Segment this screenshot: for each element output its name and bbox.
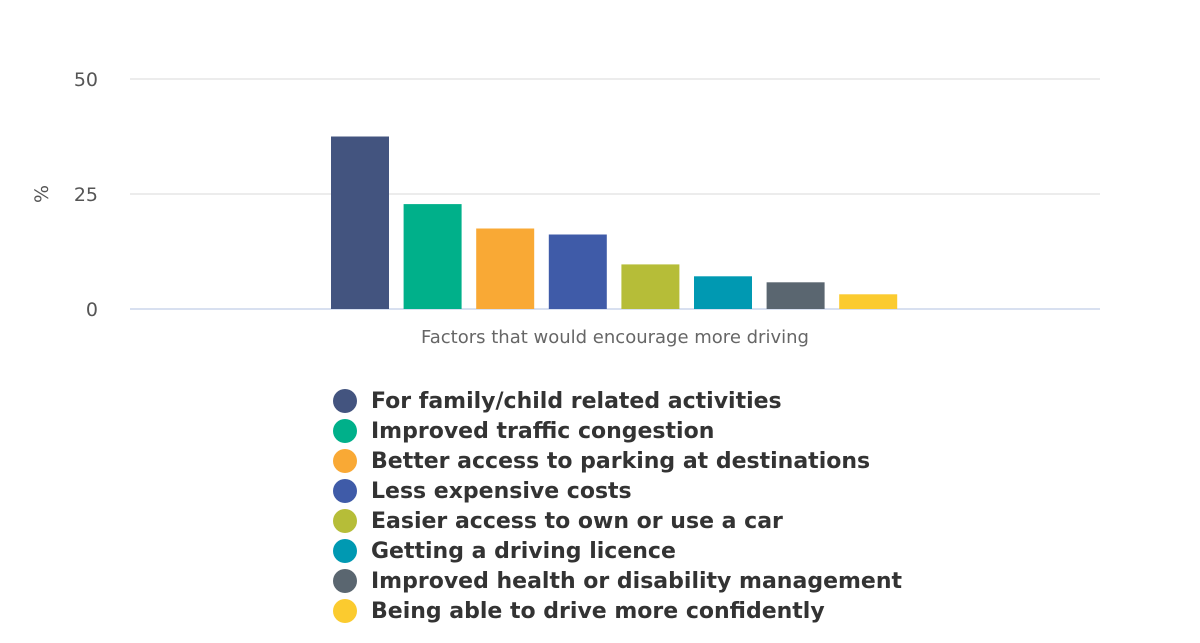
grid-lines <box>130 78 1100 310</box>
y-tick-label: 0 <box>86 299 98 321</box>
bar-3[interactable] <box>476 228 535 310</box>
legend-label: Less expensive costs <box>371 478 632 504</box>
bar-6[interactable] <box>694 276 752 309</box>
legend-item[interactable]: Better access to parking at destinations <box>333 446 902 476</box>
legend-item[interactable]: Improved health or disability management <box>333 566 902 596</box>
legend-label: Better access to parking at destinations <box>371 448 871 474</box>
legend-swatch-icon <box>333 479 357 503</box>
legend-label: Improved traffic congestion <box>371 418 715 444</box>
legend-swatch-icon <box>333 509 357 533</box>
legend-label: For family/child related activities <box>371 388 782 414</box>
bar-5[interactable] <box>621 264 680 309</box>
bar-7[interactable] <box>766 282 825 309</box>
y-tick-label: 25 <box>74 184 98 206</box>
bar-chart: 0 25 50 % Factors that would encourage mor… <box>31 69 1100 348</box>
y-axis-title: % <box>31 185 53 203</box>
legend-label: Being able to drive more confidently <box>371 598 825 624</box>
legend-item[interactable]: Less expensive costs <box>333 476 902 506</box>
legend: For family/child related activities Impro… <box>333 386 902 626</box>
bar-4[interactable] <box>548 234 607 310</box>
bar-8[interactable] <box>839 294 898 309</box>
legend-item[interactable]: Improved traffic congestion <box>333 416 902 446</box>
legend-label: Easier access to own or use a car <box>371 508 783 534</box>
legend-swatch-icon <box>333 389 357 413</box>
legend-swatch-icon <box>333 599 357 623</box>
legend-item[interactable]: Being able to drive more confidently <box>333 596 902 626</box>
y-tick-label: 50 <box>74 69 98 91</box>
legend-swatch-icon <box>333 569 357 593</box>
legend-item[interactable]: For family/child related activities <box>333 386 902 416</box>
legend-swatch-icon <box>333 419 357 443</box>
x-axis-category-label: Factors that would encourage more drivin… <box>421 327 809 348</box>
legend-swatch-icon <box>333 449 357 473</box>
legend-label: Getting a driving licence <box>371 538 676 564</box>
y-tick-labels: 0 25 50 <box>74 69 98 321</box>
legend-label: Improved health or disability management <box>371 568 903 594</box>
bar-2[interactable] <box>403 204 462 309</box>
legend-item[interactable]: Easier access to own or use a car <box>333 506 902 536</box>
legend-swatch-icon <box>333 539 357 563</box>
bar-1[interactable] <box>331 136 389 310</box>
legend-item[interactable]: Getting a driving licence <box>333 536 902 566</box>
bars <box>331 136 898 310</box>
chart-svg: 0 25 50 % Factors that would encourage mor… <box>31 69 1100 348</box>
